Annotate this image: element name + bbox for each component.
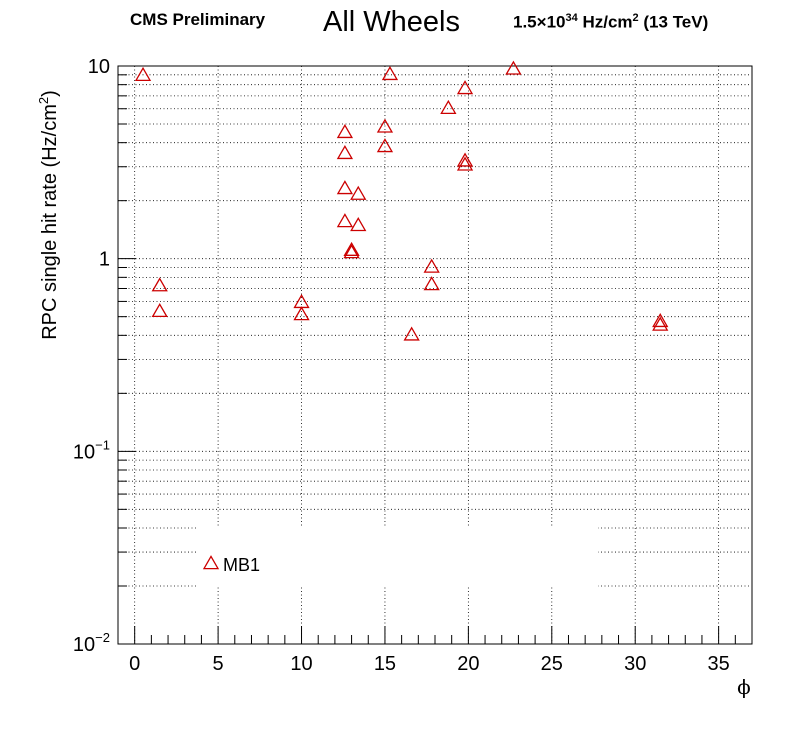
data-point bbox=[456, 80, 474, 95]
y-axis-label-main: RPC single hit rate (Hz/cm bbox=[39, 104, 61, 340]
data-point bbox=[151, 277, 168, 292]
legend: MB1 bbox=[202, 555, 260, 575]
chart-title: All Wheels bbox=[323, 6, 460, 38]
data-point bbox=[423, 258, 440, 273]
luminosity-label: 1.5×1034 Hz/cm2 (13 TeV) bbox=[513, 12, 708, 33]
y-tick-label: 1 bbox=[99, 249, 110, 271]
data-point bbox=[134, 66, 152, 82]
y-tick-label: 10−1 bbox=[73, 437, 110, 463]
legend-marker bbox=[202, 555, 220, 570]
data-point bbox=[376, 138, 394, 153]
data-point bbox=[652, 313, 669, 328]
x-tick-label: 30 bbox=[624, 653, 646, 675]
x-tick-label: 35 bbox=[708, 653, 730, 675]
lumi-prefix: 1.5 bbox=[513, 12, 537, 32]
data-point bbox=[440, 99, 457, 114]
data-point bbox=[336, 180, 354, 195]
data-point bbox=[343, 241, 360, 256]
data-point bbox=[376, 118, 394, 133]
x-axis-label: ϕ bbox=[737, 675, 751, 699]
data-point bbox=[343, 244, 360, 259]
legend-background bbox=[198, 527, 598, 587]
data-point bbox=[336, 145, 354, 160]
x-tick-label: 25 bbox=[541, 653, 563, 675]
y-tick-label: 10 bbox=[88, 56, 110, 78]
lumi-times: × bbox=[536, 12, 547, 32]
x-tick-label: 20 bbox=[457, 653, 479, 675]
data-point bbox=[336, 213, 354, 228]
lumi-energy: (13 TeV) bbox=[638, 12, 709, 32]
axes: 0 5 10 15 20 25 30 35 10 1 10−1 10−2 bbox=[73, 56, 753, 675]
lumi-unit: Hz/cm bbox=[577, 12, 633, 32]
data-point bbox=[381, 65, 399, 81]
data-point bbox=[505, 60, 522, 75]
x-tick-label: 0 bbox=[129, 653, 140, 675]
y-tick-label: 10−2 bbox=[73, 630, 110, 656]
data-points bbox=[134, 60, 669, 341]
data-point bbox=[336, 123, 354, 139]
data-point bbox=[456, 156, 474, 171]
lumi-exponent: 34 bbox=[565, 12, 578, 24]
legend-label: MB1 bbox=[223, 555, 260, 575]
experiment-label: CMS Preliminary bbox=[130, 10, 266, 29]
x-tick-label: 10 bbox=[290, 653, 312, 675]
data-point bbox=[423, 276, 440, 291]
lumi-base: 10 bbox=[546, 12, 566, 32]
data-point bbox=[350, 185, 367, 200]
lumi-unit-exponent: 2 bbox=[632, 12, 639, 24]
y-axis-label: RPC single hit rate (Hz/cm2) bbox=[36, 90, 61, 340]
x-tick-label: 15 bbox=[374, 653, 396, 675]
x-tick-label: 5 bbox=[213, 653, 224, 675]
data-point bbox=[403, 326, 420, 341]
y-axis-label-sup: 2 bbox=[36, 97, 51, 104]
data-point bbox=[151, 302, 168, 318]
legend-box bbox=[198, 527, 598, 587]
data-point bbox=[293, 306, 310, 321]
y-axis-label-close: ) bbox=[39, 90, 61, 97]
data-point bbox=[350, 217, 367, 232]
data-point bbox=[652, 316, 669, 331]
data-point bbox=[456, 152, 474, 167]
